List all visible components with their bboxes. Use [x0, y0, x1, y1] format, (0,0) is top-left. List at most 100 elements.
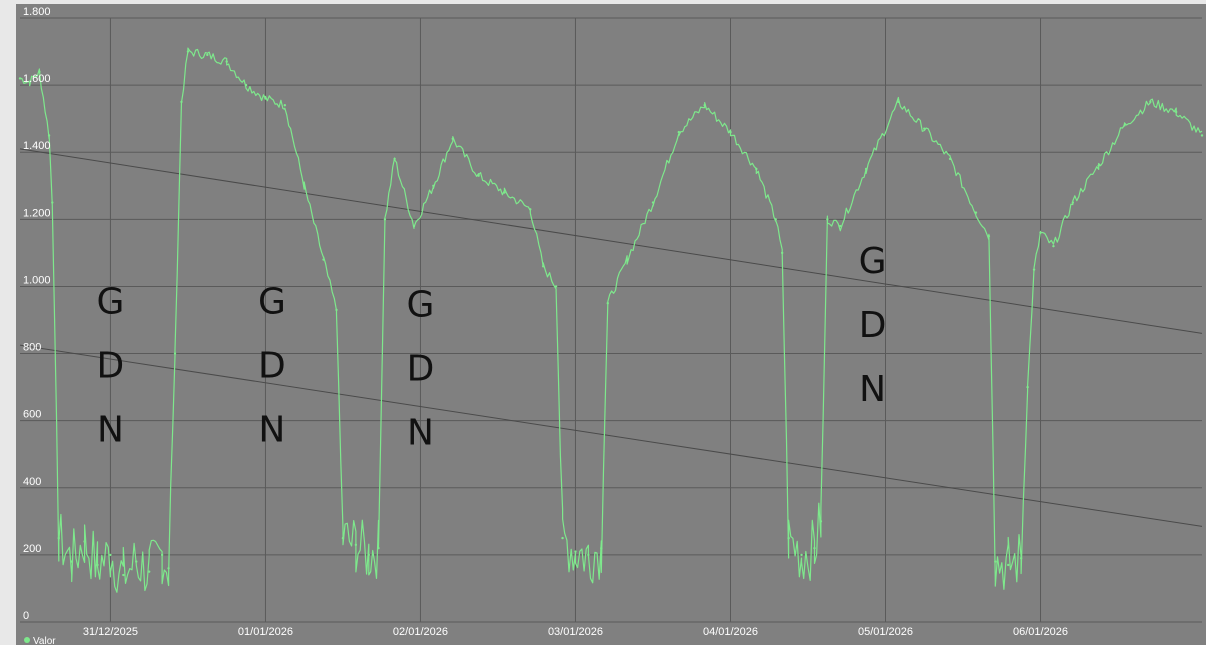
data-point: [1123, 124, 1126, 127]
data-point: [451, 137, 454, 140]
data-point: [541, 265, 545, 268]
y-tick-label: 600: [23, 409, 41, 421]
data-point: [173, 352, 177, 355]
data-point: [383, 218, 387, 221]
data-point: [780, 251, 784, 255]
y-tick-label: 800: [23, 342, 41, 354]
trend-line: [19, 148, 1203, 334]
data-point: [1097, 164, 1100, 167]
data-point: [813, 546, 816, 550]
data-point: [264, 97, 267, 100]
y-tick-label: 1.400: [23, 140, 51, 152]
data-point: [122, 573, 125, 577]
data-point: [412, 224, 416, 228]
data-point: [1026, 385, 1029, 389]
data-point: [206, 53, 209, 57]
data-point: [600, 546, 603, 550]
data-point: [948, 157, 952, 161]
top-margin: [0, 0, 1206, 4]
annotation-letter: D: [97, 345, 125, 386]
data-point: [225, 60, 228, 63]
data-point: [160, 553, 164, 557]
x-tick-label: 03/01/2026: [548, 626, 603, 638]
data-point: [83, 540, 86, 543]
annotation-letter: D: [258, 345, 286, 386]
data-point: [677, 130, 681, 134]
data-point: [1007, 563, 1010, 567]
data-point: [57, 536, 60, 540]
annotation-letter: G: [258, 281, 286, 322]
data-point: [587, 553, 590, 557]
data-point: [244, 83, 248, 87]
x-tick-label: 06/01/2026: [1013, 626, 1068, 638]
data-point: [864, 167, 868, 171]
data-point: [283, 104, 287, 107]
data-point: [561, 536, 564, 540]
data-point: [554, 285, 558, 288]
data-point: [367, 553, 370, 557]
series-line: [20, 47, 1203, 593]
left-margin: [0, 0, 16, 645]
data-point: [974, 211, 978, 214]
annotation-letter: D: [859, 305, 887, 346]
annotation-letter: G: [859, 241, 887, 282]
data-point: [839, 224, 842, 228]
annotation-letter: N: [407, 413, 434, 454]
annotation-letter: N: [859, 369, 886, 410]
data-point: [755, 167, 758, 171]
data-point: [897, 100, 900, 104]
data-point: [38, 70, 41, 73]
legend-label: Valor: [33, 636, 56, 645]
y-tick-label: 1.800: [23, 6, 51, 18]
data-point: [377, 546, 380, 550]
data-point: [96, 563, 99, 567]
y-tick-label: 1.000: [23, 274, 51, 286]
data-point: [1149, 100, 1152, 104]
data-point: [729, 130, 732, 134]
x-tick-label: 05/01/2026: [858, 626, 913, 638]
data-point: [109, 553, 112, 557]
data-point: [774, 218, 777, 221]
data-point: [819, 520, 823, 523]
data-point: [302, 184, 306, 187]
data-point: [70, 560, 73, 563]
data-point: [994, 560, 997, 563]
data-point: [625, 258, 629, 261]
y-tick-label: 1.200: [23, 207, 51, 219]
data-point: [923, 127, 926, 130]
data-point: [1174, 110, 1178, 114]
y-tick-label: 400: [23, 476, 41, 488]
data-point: [606, 302, 609, 305]
y-tick-label: 0: [23, 610, 29, 622]
data-point: [354, 543, 358, 547]
data-point: [167, 567, 170, 570]
data-point: [335, 308, 338, 312]
data-point: [1200, 134, 1204, 137]
data-point: [341, 536, 345, 540]
data-point: [186, 50, 190, 53]
data-point: [703, 104, 706, 107]
data-point: [147, 570, 151, 573]
data-point: [51, 201, 54, 204]
annotation-letter: G: [407, 285, 435, 326]
data-point: [651, 201, 655, 204]
legend-marker: [24, 637, 30, 643]
annotation-letter: N: [97, 409, 124, 450]
data-point: [393, 157, 396, 161]
x-tick-label: 02/01/2026: [393, 626, 448, 638]
data-point: [787, 536, 790, 540]
data-point: [432, 184, 435, 187]
data-point: [800, 553, 803, 557]
data-point: [477, 174, 480, 177]
data-point: [529, 208, 532, 211]
x-tick-label: 31/12/2025: [83, 626, 138, 638]
x-tick-label: 01/01/2026: [238, 626, 293, 638]
data-point: [1052, 244, 1055, 248]
y-tick-label: 200: [23, 543, 41, 555]
data-point: [826, 218, 829, 221]
data-point: [1032, 268, 1036, 271]
data-point: [1019, 557, 1023, 560]
